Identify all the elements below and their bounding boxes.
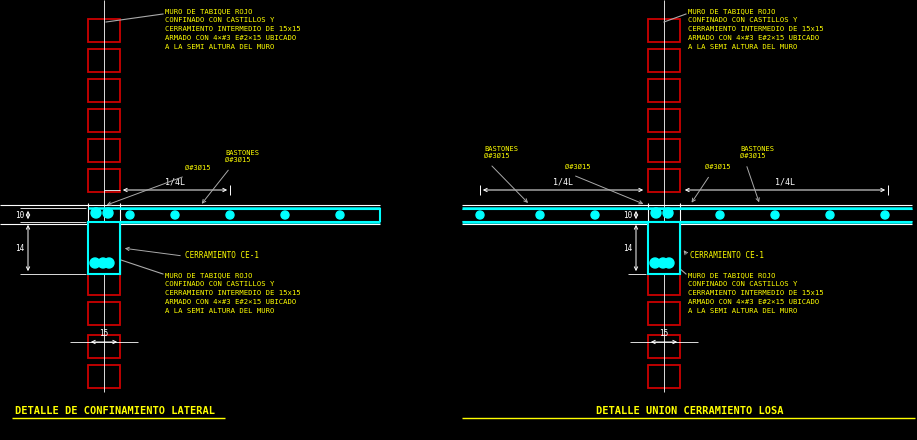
Text: 15: 15 [99,329,108,338]
Text: 1/4L: 1/4L [165,177,185,186]
Circle shape [126,211,134,219]
Bar [648,169,680,192]
Text: 15: 15 [659,329,668,338]
Text: 10: 10 [623,210,632,220]
Text: MURO DE TABIQUE ROJO
CONFINADO CON CASTILLOS Y
CERRAMIENTO INTERMEDIO DE 15x15
A: MURO DE TABIQUE ROJO CONFINADO CON CASTI… [165,272,301,314]
Circle shape [658,258,668,268]
Text: DETALLE DE CONFINAMIENTO LATERAL: DETALLE DE CONFINAMIENTO LATERAL [15,406,215,416]
Circle shape [98,258,108,268]
Circle shape [826,211,834,219]
Bar [88,79,120,102]
Bar [648,335,680,358]
Circle shape [104,258,114,268]
Text: MURO DE TABIQUE ROJO
CONFINADO CON CASTILLOS Y
CERRAMIENTO INTERMEDIO DE 15x15
A: MURO DE TABIQUE ROJO CONFINADO CON CASTI… [165,8,301,50]
Bar [648,365,680,388]
Bar [648,109,680,132]
Bar [648,302,680,325]
Circle shape [336,211,344,219]
Bar [648,242,680,265]
Text: BASTONES
Ø#3Ø15: BASTONES Ø#3Ø15 [225,150,259,163]
Text: CERRAMIENTO CE-1: CERRAMIENTO CE-1 [690,252,764,260]
Circle shape [651,208,661,218]
Text: DETALLE UNION CERRAMIENTO LOSA: DETALLE UNION CERRAMIENTO LOSA [596,406,784,416]
Text: 14: 14 [623,243,632,253]
Text: BASTONES
Ø#3Ø15: BASTONES Ø#3Ø15 [740,146,774,159]
Bar [648,79,680,102]
Circle shape [664,258,674,268]
Bar [88,169,120,192]
Bar [648,49,680,72]
Bar [88,242,120,265]
Circle shape [771,211,779,219]
Circle shape [650,258,660,268]
Bar [88,19,120,42]
Bar [88,302,120,325]
Circle shape [663,208,673,218]
Circle shape [226,211,234,219]
Circle shape [716,211,724,219]
Circle shape [536,211,544,219]
Circle shape [103,208,113,218]
Bar [88,109,120,132]
Bar [88,335,120,358]
Bar [648,222,680,274]
Circle shape [591,211,599,219]
Text: CERRAMIENTO CE-1: CERRAMIENTO CE-1 [185,252,259,260]
Text: BASTONES
Ø#3Ø15: BASTONES Ø#3Ø15 [484,146,518,159]
Bar [88,139,120,162]
Text: 1/4L: 1/4L [553,177,573,186]
Bar [88,365,120,388]
Text: MURO DE TABIQUE ROJO
CONFINADO CON CASTILLOS Y
CERRAMIENTO INTERMEDIO DE 15x15
A: MURO DE TABIQUE ROJO CONFINADO CON CASTI… [688,272,823,314]
Text: 14: 14 [15,243,24,253]
Text: Ø#3Ø15: Ø#3Ø15 [185,165,211,171]
Circle shape [171,211,179,219]
Circle shape [281,211,289,219]
Bar [88,222,120,274]
Text: 1/4L: 1/4L [775,177,795,186]
Text: 10: 10 [15,210,24,220]
Circle shape [881,211,889,219]
Bar [648,272,680,295]
Text: Ø#3Ø15: Ø#3Ø15 [705,164,731,170]
Bar [88,49,120,72]
Circle shape [90,258,100,268]
Circle shape [91,208,101,218]
Text: Ø#3Ø15: Ø#3Ø15 [565,164,591,170]
Circle shape [476,211,484,219]
Bar [88,272,120,295]
Text: MURO DE TABIQUE ROJO
CONFINADO CON CASTILLOS Y
CERRAMIENTO INTERMEDIO DE 15x15
A: MURO DE TABIQUE ROJO CONFINADO CON CASTI… [688,8,823,50]
Bar [648,19,680,42]
Bar [648,139,680,162]
